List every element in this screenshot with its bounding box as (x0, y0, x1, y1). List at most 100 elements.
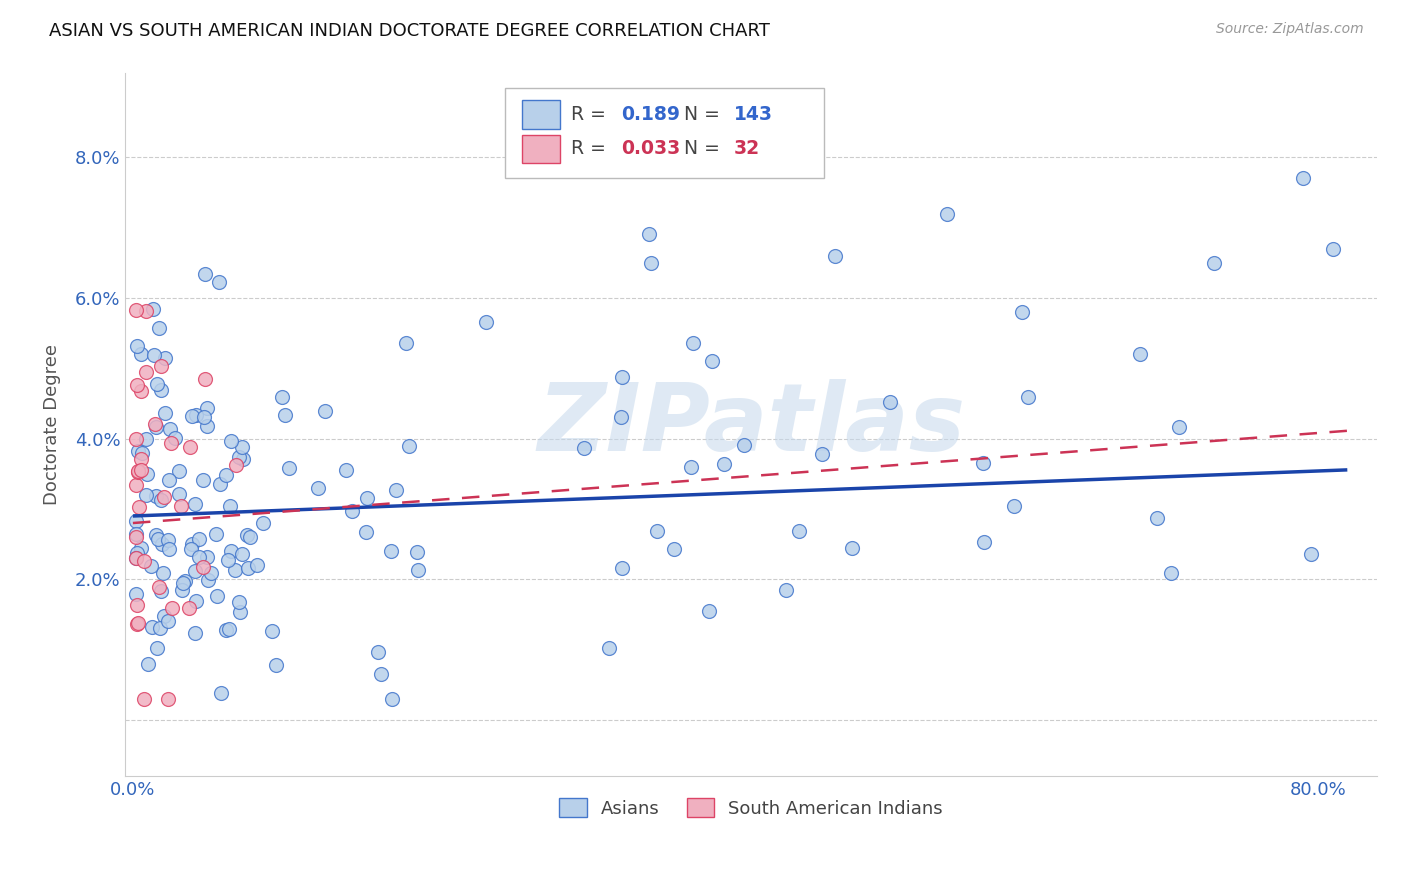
Point (174, 574, 197, 588)
Point (307, 481, 329, 495)
Point (1002, 499, 1025, 513)
Point (125, 478, 148, 492)
Point (246, 558, 269, 573)
Point (132, 691, 155, 706)
Point (475, 316, 498, 330)
Point (219, 500, 242, 514)
Point (139, 558, 162, 573)
Point (973, 535, 995, 549)
Point (136, 657, 159, 671)
Point (150, 384, 173, 398)
Point (179, 440, 201, 454)
Point (153, 351, 176, 365)
Point (125, 339, 148, 353)
Text: N =: N = (683, 139, 725, 159)
Point (354, 525, 377, 540)
Point (205, 526, 228, 541)
Point (125, 302, 148, 317)
Point (205, 589, 228, 603)
Point (262, 624, 284, 639)
Point (125, 598, 148, 612)
Point (152, 566, 174, 581)
Point (167, 464, 190, 478)
Point (184, 498, 207, 512)
Point (356, 491, 378, 505)
Point (266, 657, 288, 672)
Point (238, 560, 260, 574)
Point (1146, 511, 1168, 525)
Point (218, 623, 240, 637)
Point (1202, 256, 1225, 270)
Point (1299, 547, 1322, 561)
Point (181, 409, 204, 423)
Point (612, 561, 634, 575)
Point (183, 564, 205, 578)
Point (180, 541, 202, 556)
Point (775, 582, 797, 597)
Point (787, 524, 810, 538)
Point (143, 417, 166, 431)
FancyBboxPatch shape (522, 135, 560, 163)
Point (180, 537, 202, 551)
Point (370, 667, 392, 681)
Point (125, 587, 148, 601)
Point (165, 431, 187, 445)
Point (146, 533, 169, 547)
Point (184, 408, 207, 422)
Point (125, 514, 148, 528)
Point (406, 545, 429, 559)
Point (142, 302, 165, 317)
Point (188, 550, 211, 565)
Point (195, 418, 218, 433)
Text: 0.189: 0.189 (621, 105, 681, 124)
Point (228, 450, 250, 465)
Point (170, 499, 193, 513)
Point (169, 487, 191, 501)
Point (225, 458, 247, 473)
Point (193, 473, 215, 487)
Point (215, 468, 238, 483)
Point (645, 524, 668, 538)
Point (172, 583, 194, 598)
Point (159, 422, 181, 436)
Point (125, 432, 148, 446)
Text: R =: R = (571, 105, 612, 124)
FancyBboxPatch shape (522, 101, 560, 128)
Point (219, 543, 242, 558)
Point (224, 563, 246, 577)
Point (149, 359, 172, 374)
Point (228, 595, 250, 609)
Point (148, 321, 170, 335)
Point (274, 408, 297, 422)
Point (127, 616, 149, 631)
Point (209, 686, 232, 700)
Point (208, 477, 231, 491)
Point (1017, 390, 1039, 404)
Text: 0.033: 0.033 (621, 139, 681, 159)
Point (131, 541, 153, 555)
Point (149, 621, 172, 635)
Point (682, 336, 704, 351)
Point (702, 353, 724, 368)
Point (193, 410, 215, 425)
Point (194, 372, 217, 386)
Point (135, 488, 157, 502)
Point (146, 376, 169, 391)
Point (159, 435, 181, 450)
Point (239, 530, 262, 544)
Point (574, 441, 596, 455)
Point (160, 600, 183, 615)
Point (157, 473, 180, 487)
Point (145, 489, 167, 503)
Point (153, 490, 176, 504)
Point (150, 583, 173, 598)
Point (145, 420, 167, 434)
Point (610, 409, 633, 424)
Point (143, 348, 166, 362)
Point (135, 432, 157, 446)
Point (270, 390, 292, 404)
Point (231, 440, 253, 454)
Point (194, 268, 217, 282)
Point (191, 559, 214, 574)
Point (195, 401, 218, 415)
